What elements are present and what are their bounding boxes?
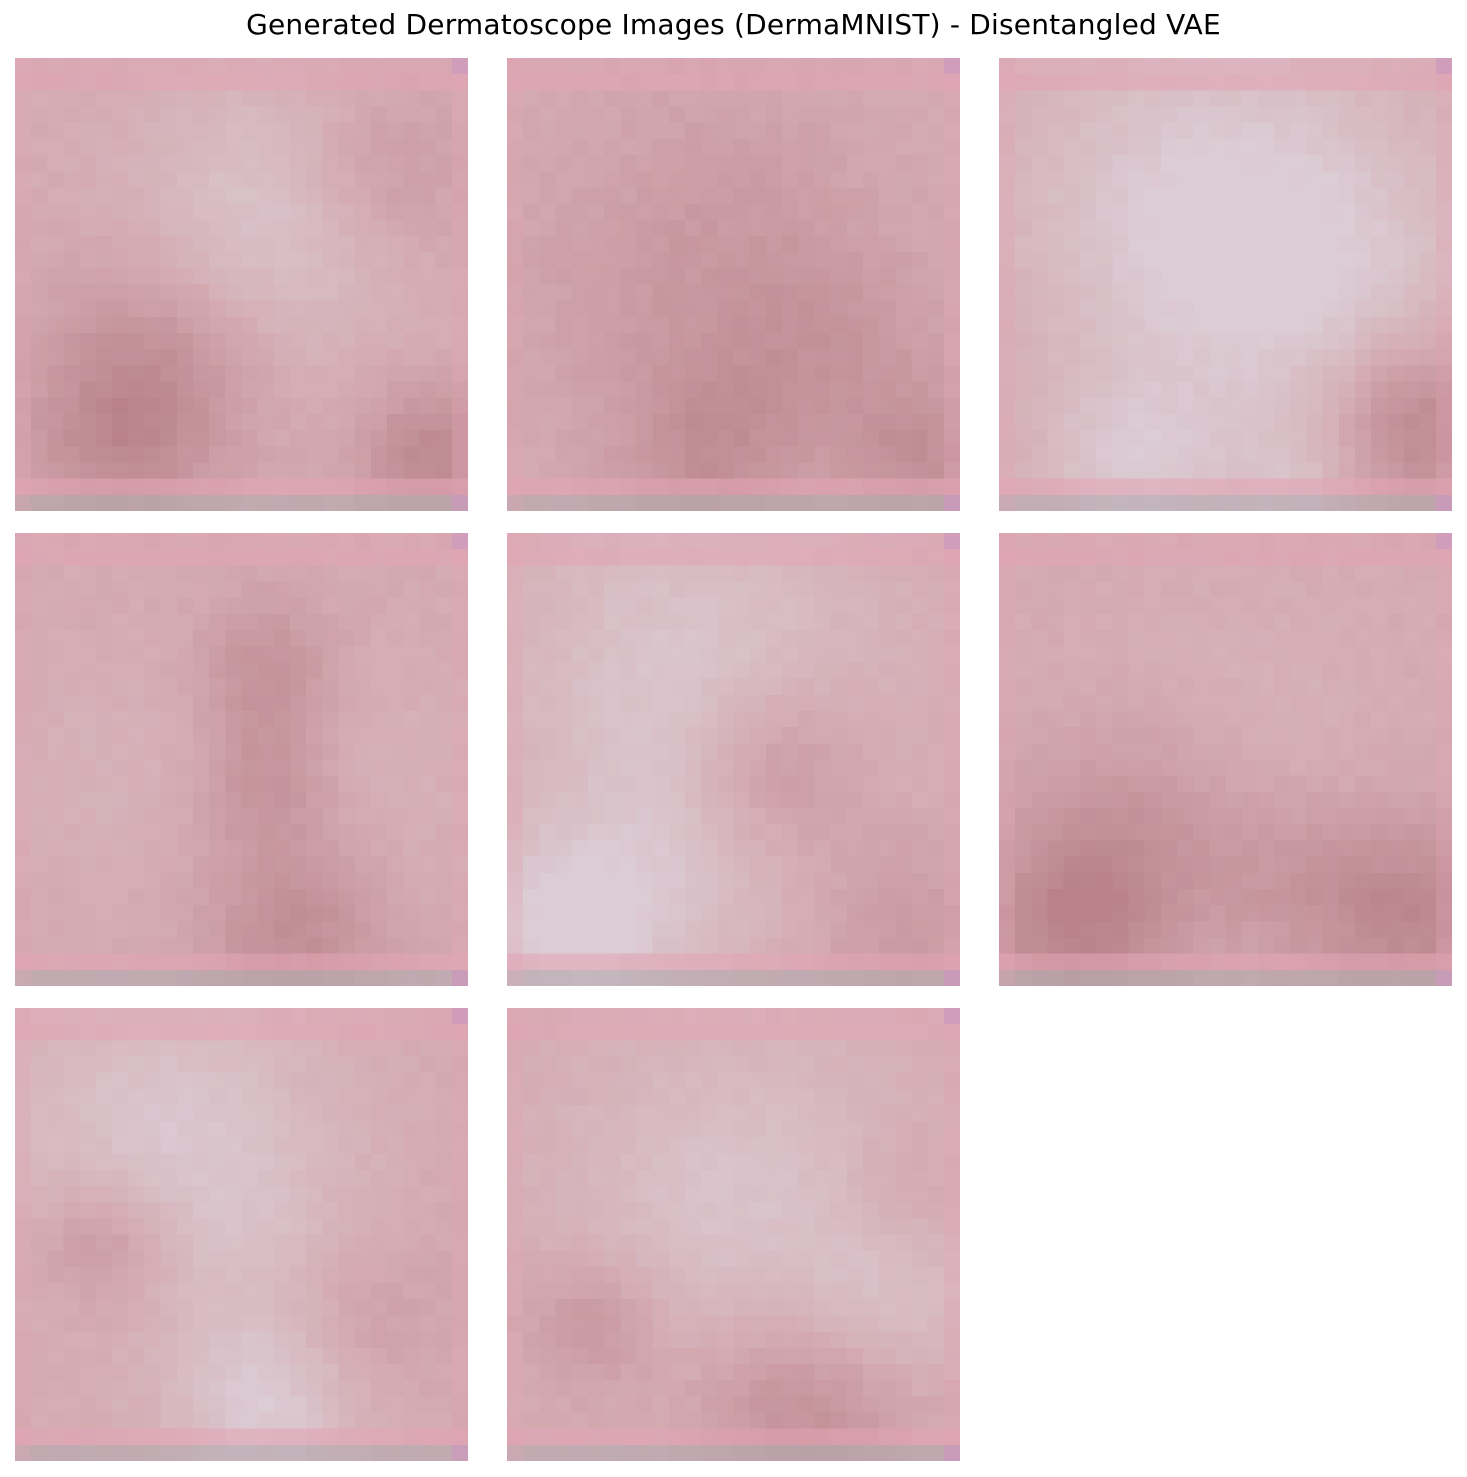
generated-sample-1 <box>15 58 468 511</box>
generated-sample-2 <box>507 58 960 511</box>
generated-sample-7 <box>15 1008 468 1461</box>
generated-sample-5 <box>507 533 960 986</box>
generated-sample-3 <box>999 58 1452 511</box>
generated-sample-8 <box>507 1008 960 1461</box>
figure-title: Generated Dermatoscope Images (DermaMNIS… <box>246 8 1221 41</box>
generated-sample-6 <box>999 533 1452 986</box>
generated-sample-4 <box>15 533 468 986</box>
